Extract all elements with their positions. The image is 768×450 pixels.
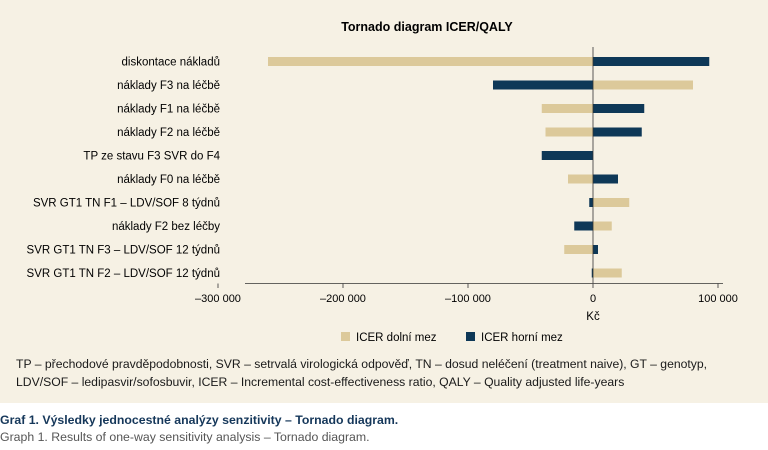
bar-lower-bound — [568, 174, 593, 184]
footnote: TP – přechodové pravděpodobnosti, SVR – … — [16, 357, 708, 389]
category-label: SVR GT1 TN F1 – LDV/SOF 8 týdnů — [33, 198, 220, 210]
x-tick-label: –300 000 — [195, 293, 241, 305]
category-label: náklady F3 na léčbě — [117, 80, 220, 92]
category-label: TP ze stavu F3 SVR do F4 — [83, 151, 220, 163]
bar-lower-bound — [564, 245, 593, 254]
category-label: SVR GT1 TN F3 – LDV/SOF 12 týdnů — [27, 245, 220, 257]
legend-label-upper: ICER horní mez — [481, 332, 563, 344]
caption-english: Graph 1. Results of one-way sensitivity … — [0, 430, 370, 444]
bar-upper-bound — [541, 151, 593, 160]
category-label: SVR GT1 TN F2 – LDV/SOF 12 týdnů — [27, 268, 220, 280]
bar-upper-bound — [593, 245, 598, 254]
bar-upper-bound — [574, 221, 593, 231]
category-label: diskontace nákladů — [122, 57, 220, 69]
bar-upper-bound — [593, 104, 645, 113]
category-label: náklady F0 na léčbě — [117, 174, 220, 186]
legend-swatch-lower — [341, 332, 350, 341]
category-labels: diskontace nákladů náklady F3 na léčbě nák… — [27, 57, 221, 281]
bar-lower-bound — [593, 268, 622, 278]
bar-upper-bound — [589, 198, 593, 207]
category-label: náklady F2 bez léčby — [112, 221, 220, 233]
tornado-chart: Tornado diagram ICER/QALY diskontace nák… — [27, 20, 738, 344]
bar-lower-bound — [545, 127, 593, 137]
bar-lower-bound — [593, 221, 612, 231]
legend: ICER dolní mez ICER horní mez — [341, 332, 563, 344]
category-label: náklady F1 na léčbě — [117, 104, 220, 116]
x-axis-title: Kč — [586, 311, 600, 323]
x-tick-label: 0 — [590, 293, 596, 305]
bar-lower-bound — [593, 198, 630, 207]
chart-title: Tornado diagram ICER/QALY — [341, 20, 513, 34]
bars-group — [268, 57, 710, 278]
bar-lower-bound — [268, 57, 593, 66]
bar-upper-bound — [593, 127, 642, 137]
bar-upper-bound — [591, 268, 593, 278]
x-tick-label: –200 000 — [320, 293, 366, 305]
legend-swatch-upper — [466, 332, 475, 341]
bar-upper-bound — [493, 80, 593, 90]
x-ticks: –300 000 –200 000 –100 000 0 100 000 — [195, 283, 738, 305]
legend-label-lower: ICER dolní mez — [356, 332, 437, 344]
bar-lower-bound — [593, 80, 693, 90]
figure-panel: Tornado diagram ICER/QALY diskontace nák… — [0, 0, 768, 403]
x-tick-label: 100 000 — [698, 293, 738, 305]
bar-upper-bound — [593, 57, 710, 66]
caption-czech: Graf 1. Výsledky jednocestné analýzy sen… — [0, 413, 399, 427]
bar-upper-bound — [593, 174, 618, 184]
bar-lower-bound — [541, 104, 593, 113]
category-label: náklady F2 na léčbě — [117, 127, 220, 139]
figure-caption: Graf 1. Výsledky jednocestné analýzy sen… — [0, 412, 768, 446]
x-tick-label: –100 000 — [445, 293, 491, 305]
